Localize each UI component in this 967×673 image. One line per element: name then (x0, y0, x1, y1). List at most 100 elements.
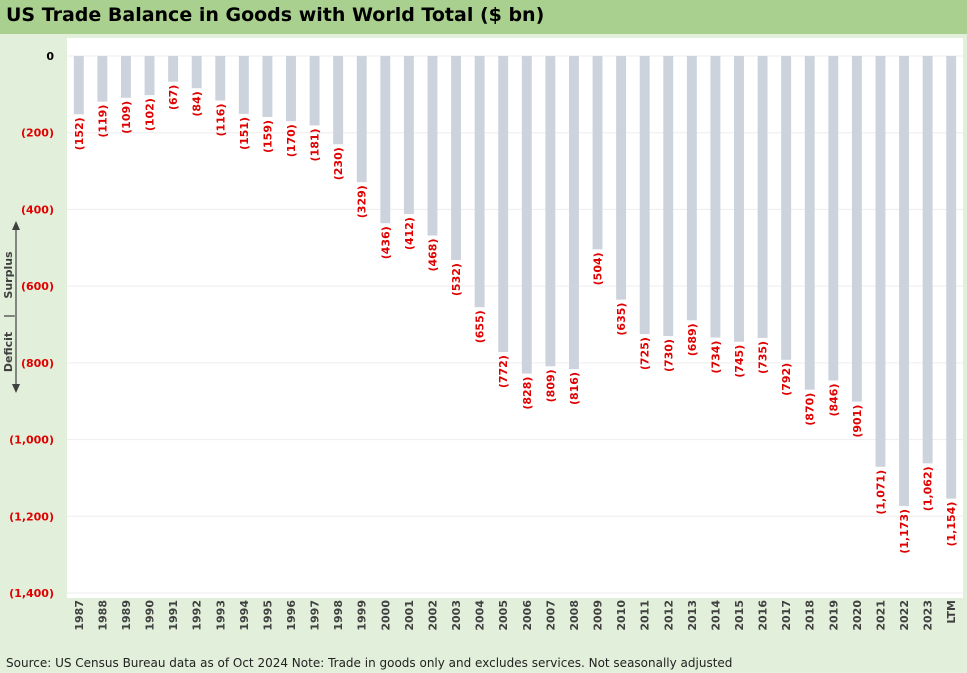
bar-1988 (97, 56, 108, 102)
bar-1991 (168, 56, 179, 82)
data-label: (846) (827, 384, 840, 417)
x-tick-label: 2009 (592, 600, 605, 631)
bar-1997 (309, 56, 320, 126)
x-tick-label: 1998 (332, 600, 345, 631)
x-tick-label: 1989 (120, 600, 133, 631)
bar-1992 (191, 56, 202, 89)
bar-2001 (403, 56, 414, 215)
x-tick-label: 2001 (403, 600, 416, 631)
x-tick-label: 2018 (804, 600, 817, 631)
x-tick-label: 1996 (285, 600, 298, 631)
data-label: (504) (592, 252, 605, 285)
data-label: (109) (120, 101, 133, 134)
x-tick-label: 2008 (568, 600, 581, 631)
data-label: (735) (757, 341, 770, 374)
bar-2009 (592, 56, 603, 250)
arrow-up-icon (12, 221, 20, 230)
x-tick-label: 2022 (898, 600, 911, 631)
x-tick-label: LTM (945, 600, 958, 624)
data-label: (901) (851, 405, 864, 438)
data-label: (725) (639, 337, 652, 370)
bar-2005 (498, 56, 509, 353)
source-note: Source: US Census Bureau data as of Oct … (6, 656, 733, 670)
indicator-separator: | (2, 314, 15, 318)
x-tick-label: 1987 (73, 600, 86, 631)
bar-2023 (922, 56, 933, 464)
x-tick-label: 1992 (191, 600, 204, 631)
x-tick-label: 1988 (96, 600, 109, 631)
bar-1995 (262, 56, 273, 117)
x-tick-label: 2004 (474, 600, 487, 631)
bar-2018 (804, 56, 815, 390)
data-label: (809) (544, 369, 557, 402)
data-label: (870) (804, 393, 817, 426)
x-tick-label: 2002 (426, 600, 439, 631)
x-tick-label: 1999 (356, 600, 369, 631)
bar-2006 (521, 56, 532, 374)
data-label: (116) (214, 103, 227, 136)
x-tick-label: 2010 (615, 600, 628, 631)
bar-2002 (427, 56, 438, 236)
data-label: (1,071) (874, 470, 887, 515)
x-tick-label: 2015 (733, 600, 746, 631)
x-tick-label: 2016 (757, 600, 770, 631)
bar-2007 (545, 56, 556, 367)
bar-2022 (899, 56, 910, 506)
x-tick-label: 2020 (851, 600, 864, 631)
data-label: (412) (403, 217, 416, 250)
bar-2000 (380, 56, 391, 224)
x-tick-label: 1993 (214, 600, 227, 631)
bar-1987 (73, 56, 84, 115)
bar-1999 (356, 56, 367, 183)
data-label: (159) (261, 120, 274, 153)
y-tick-label: (600) (21, 280, 54, 293)
title-bar: US Trade Balance in Goods with World Tot… (0, 0, 967, 34)
data-label: (828) (521, 377, 534, 410)
x-tick-label: 2013 (686, 600, 699, 631)
bar-1996 (286, 56, 296, 122)
data-label: (170) (285, 124, 298, 157)
x-tick-label: 2000 (379, 600, 392, 631)
bar-2010 (616, 56, 627, 300)
data-label: (734) (709, 341, 722, 374)
bar-2019 (828, 56, 839, 381)
x-tick-label: 2007 (544, 600, 557, 631)
bar-1998 (333, 56, 344, 145)
x-tick-label: 2005 (497, 600, 510, 631)
data-label: (689) (686, 323, 699, 356)
data-label: (1,062) (922, 466, 935, 511)
bar-1990 (144, 56, 155, 96)
data-label: (745) (733, 345, 746, 378)
data-label: (468) (426, 239, 439, 272)
y-tick-label: (200) (21, 127, 54, 140)
bar-2004 (474, 56, 485, 308)
data-label: (436) (379, 226, 392, 259)
bar-2012 (663, 56, 674, 337)
x-axis: 1987 1988 1989 1990 1991 1992 1993 1994 1995 1996… (73, 600, 958, 631)
data-label: (730) (662, 339, 675, 372)
data-label: (67) (167, 85, 180, 110)
data-label: (119) (96, 105, 109, 138)
x-tick-label: 2011 (639, 600, 652, 631)
bar-2008 (568, 56, 579, 369)
x-tick-label: 2006 (521, 600, 534, 631)
data-label: (230) (332, 147, 345, 180)
bars (73, 56, 957, 506)
y-tick-label: (1,400) (9, 587, 54, 600)
bar-2017 (781, 56, 792, 360)
data-label: (329) (356, 185, 369, 218)
x-tick-label: 2019 (827, 600, 840, 631)
x-tick-label: 1991 (167, 600, 180, 631)
chart-title: US Trade Balance in Goods with World Tot… (6, 4, 545, 26)
data-label: (816) (568, 372, 581, 405)
bar-2011 (639, 56, 650, 335)
bar-2015 (734, 56, 744, 342)
data-label: (152) (73, 117, 86, 150)
arrow-down-icon (12, 384, 20, 393)
indicator-surplus-label: Surplus (2, 251, 15, 299)
x-tick-label: 2021 (874, 600, 887, 631)
data-label: (792) (780, 363, 793, 396)
y-tick-label: (400) (21, 203, 54, 216)
data-label: (635) (615, 303, 628, 336)
